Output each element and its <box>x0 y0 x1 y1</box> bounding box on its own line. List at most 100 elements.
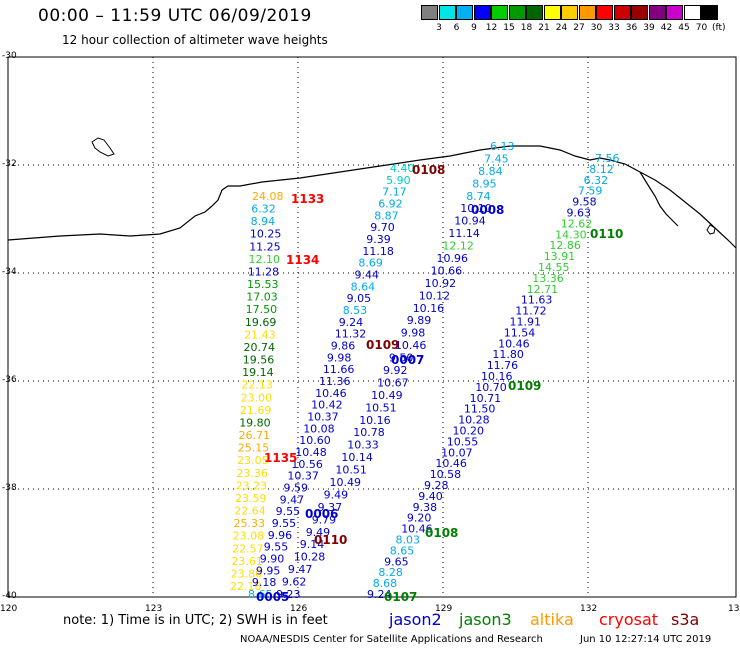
swh-value: 11.63 <box>521 294 553 307</box>
swh-value: 9.79 <box>312 513 337 526</box>
swh-value: 6.92 <box>378 198 403 211</box>
swh-value: 24.08 <box>252 190 284 203</box>
swh-value: 11.76 <box>487 359 519 372</box>
swh-value: 10.94 <box>454 215 486 228</box>
swh-value: 9.28 <box>424 479 449 492</box>
swh-value: 11.66 <box>323 363 355 376</box>
swh-value: 19.14 <box>242 366 274 379</box>
swh-value: 25.33 <box>234 517 266 530</box>
swh-value: 6.32 <box>584 174 609 187</box>
swh-value: 10.46 <box>395 339 427 352</box>
swh-value: 10.16 <box>359 414 391 427</box>
legend-jason2: jason2 <box>389 610 442 629</box>
swh-value: 8.65 <box>248 588 273 601</box>
swh-value: 11.36 <box>319 375 351 388</box>
pass-time-label: 0110 <box>590 227 623 241</box>
scale-swatch <box>596 5 613 20</box>
swh-value: 9.47 <box>280 493 305 506</box>
swh-value: 11.54 <box>504 326 536 339</box>
swh-value: 11.25 <box>249 240 281 253</box>
swh-value: 8.94 <box>251 215 276 228</box>
swh-value: 10.14 <box>341 451 373 464</box>
swh-value: 8.53 <box>343 304 368 317</box>
swh-value: 10.56 <box>291 458 323 471</box>
scale-swatch <box>578 5 596 20</box>
pass-time-label: 0007 <box>391 353 424 367</box>
pass-time-label: 0108 <box>412 163 445 177</box>
swh-value: 9.65 <box>384 555 409 568</box>
footer-agency: NOAA/NESDIS Center for Satellite Applica… <box>240 634 543 645</box>
swh-value: 9.98 <box>401 327 426 340</box>
scale-label: 42 <box>660 23 673 33</box>
swh-value: 10.12 <box>419 289 451 302</box>
swh-value: 7.59 <box>578 185 603 198</box>
swh-value: 10.46 <box>435 457 467 470</box>
swh-value: 9.59 <box>284 482 309 495</box>
island-east <box>706 224 716 235</box>
graticule <box>8 57 736 597</box>
scale-label: 45 <box>678 23 690 33</box>
swh-value: 10.70 <box>475 381 507 394</box>
swh-value: 23.61 <box>231 555 263 568</box>
swh-value: 9.23 <box>276 588 301 601</box>
pass-time-label: 0110 <box>314 533 347 547</box>
scale-label: 12 <box>485 23 498 33</box>
legend-s3a: s3a <box>671 610 700 629</box>
swh-value: 9.86 <box>331 340 356 353</box>
swh-value: 9.24 <box>339 316 364 329</box>
swh-value: 9.38 <box>413 501 438 514</box>
swh-value: 22.64 <box>234 505 265 518</box>
swh-value: 11.72 <box>515 305 547 318</box>
swh-value: 10.71 <box>470 392 502 405</box>
swh-value: 7.45 <box>484 152 509 165</box>
swh-value: 9.58 <box>572 196 597 209</box>
swh-value: 9.55 <box>276 505 301 518</box>
swh-value: 20.74 <box>244 341 276 354</box>
swh-value: 10.49 <box>371 389 403 402</box>
swh-value: 10.42 <box>311 399 343 412</box>
pass-time-label: 1135 <box>264 451 297 465</box>
swh-value: 9.49 <box>324 488 349 501</box>
scale-units: (ft) <box>712 23 726 33</box>
swh-value: 11.18 <box>362 245 394 258</box>
australia-coastline <box>7 145 737 249</box>
swh-value: 10.46 <box>401 523 433 536</box>
scale-label: 9 <box>471 23 477 33</box>
swh-value: 23.23 <box>236 479 268 492</box>
pass-time-label: 1134 <box>286 253 319 267</box>
swh-value: 10.96 <box>437 252 469 265</box>
pass-time-label: 0108 <box>425 526 458 540</box>
swh-value: 14.30 <box>555 228 587 241</box>
swh-value: 9.62 <box>282 576 307 589</box>
swh-value: 9.05 <box>347 292 372 305</box>
swh-value: 11.14 <box>448 227 480 240</box>
legend-altika: altika <box>530 610 574 629</box>
scale-label: 36 <box>625 23 638 33</box>
pass-time-label: 0006 <box>305 507 338 521</box>
swh-value: 9.39 <box>366 233 391 246</box>
pass-time-label: 0109 <box>366 338 399 352</box>
swh-value: 8.12 <box>589 163 614 176</box>
swh-value: 9.47 <box>288 563 313 576</box>
swh-value: 9.24 <box>367 588 392 601</box>
swh-value: 22.57 <box>232 542 264 555</box>
swh-value: 12.12 <box>442 240 474 253</box>
scale-swatch <box>543 5 561 20</box>
scale-swatch <box>683 5 701 20</box>
scale-label: 39 <box>643 23 655 33</box>
scale-label: 24 <box>555 23 568 33</box>
swh-value: 10.58 <box>430 468 462 481</box>
longitude-label: 120 <box>0 604 18 614</box>
scale-swatch <box>526 5 543 20</box>
swh-value: 10.46 <box>315 387 347 400</box>
swh-value: 10.55 <box>447 435 479 448</box>
swh-value: 10.25 <box>250 228 282 241</box>
swh-value: 10.16 <box>413 302 445 315</box>
pass-time-labels: 1133 1134 1135 0108 0109 0110 0008 0007 0006 0005… <box>256 163 623 604</box>
swh-value: 9.90 <box>260 553 285 566</box>
swh-value: 10.49 <box>330 476 362 489</box>
swh-value: 10.51 <box>335 464 367 477</box>
swh-value: 25.15 <box>238 442 269 455</box>
swh-value: 10.51 <box>365 401 397 414</box>
swh-value: 8.68 <box>373 577 398 590</box>
